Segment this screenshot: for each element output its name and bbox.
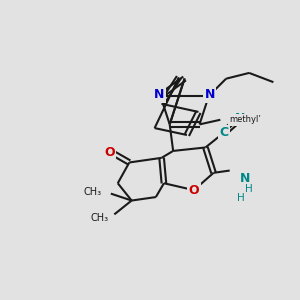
Text: C: C [219, 126, 229, 139]
Text: N: N [239, 172, 250, 185]
Text: O: O [189, 184, 199, 197]
Text: CH₃: CH₃ [90, 213, 109, 223]
Text: CH₃: CH₃ [83, 188, 102, 197]
Text: H: H [245, 184, 253, 194]
Text: N: N [205, 88, 215, 101]
Text: H: H [237, 193, 245, 203]
Text: O: O [104, 146, 115, 159]
Text: N: N [235, 112, 245, 125]
Text: methyl’: methyl’ [230, 115, 261, 124]
Text: N: N [154, 88, 164, 101]
